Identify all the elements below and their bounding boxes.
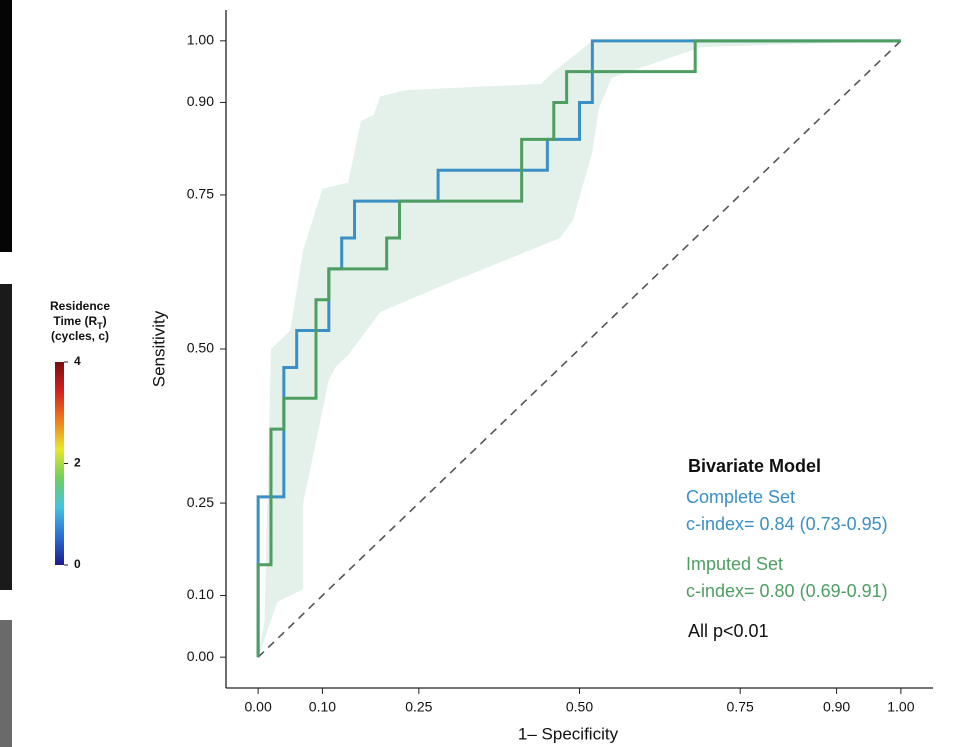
reference-line bbox=[257, 40, 902, 658]
legend-title: Bivariate Model bbox=[688, 456, 821, 476]
x-tick-label: 0.25 bbox=[405, 699, 432, 715]
colorbar-title: ) bbox=[103, 314, 107, 328]
x-tick-label: 0.00 bbox=[245, 699, 272, 715]
x-tick-label: 0.75 bbox=[727, 699, 754, 715]
colorbar-title: Time (RT) bbox=[53, 314, 106, 331]
image-panel bbox=[0, 620, 12, 747]
y-tick-label: 0.25 bbox=[187, 494, 214, 510]
y-axis-title: Sensitivity bbox=[149, 310, 168, 387]
roc-line bbox=[256, 39, 901, 658]
x-tick-label: 0.50 bbox=[566, 699, 593, 715]
colorbar-title: T bbox=[97, 321, 103, 331]
roc-line bbox=[256, 39, 901, 658]
y-tick-label: 0.75 bbox=[187, 186, 214, 202]
colorbar-tick-label: 4 bbox=[74, 354, 81, 368]
image-panel bbox=[0, 0, 12, 252]
colorbar-title: (cycles, c) bbox=[51, 329, 109, 343]
y-tick-label: 0.10 bbox=[187, 586, 214, 602]
legend-detail: c-index= 0.84 (0.73-0.95) bbox=[686, 514, 888, 534]
x-tick-label: 0.90 bbox=[823, 699, 850, 715]
colorbar-scale bbox=[55, 362, 64, 565]
legend-entry: Complete Set bbox=[686, 487, 795, 507]
y-tick-label: 0.50 bbox=[187, 340, 214, 356]
confidence-band bbox=[258, 40, 901, 658]
legend-footer: All p<0.01 bbox=[688, 621, 769, 641]
legend-detail: c-index= 0.80 (0.69-0.91) bbox=[686, 581, 888, 601]
colorbar-title: Time (R bbox=[53, 314, 97, 328]
colorbar-title: Residence bbox=[50, 299, 110, 313]
colorbar-tick-label: 2 bbox=[74, 456, 81, 470]
colorbar-tick-label: 0 bbox=[74, 557, 81, 571]
colorbar: Residence Time (RT) (cycles, c) 0 2 4 bbox=[50, 299, 110, 571]
y-tick-label: 0.00 bbox=[187, 648, 214, 664]
y-tick-label: 0.90 bbox=[187, 93, 214, 109]
x-tick-label: 0.10 bbox=[309, 699, 336, 715]
legend-entry: Imputed Set bbox=[686, 554, 783, 574]
x-tick-label: 1.00 bbox=[887, 699, 914, 715]
y-tick-label: 1.00 bbox=[187, 32, 214, 48]
x-axis-title: 1– Specificity bbox=[518, 724, 619, 743]
image-panel bbox=[0, 284, 12, 590]
